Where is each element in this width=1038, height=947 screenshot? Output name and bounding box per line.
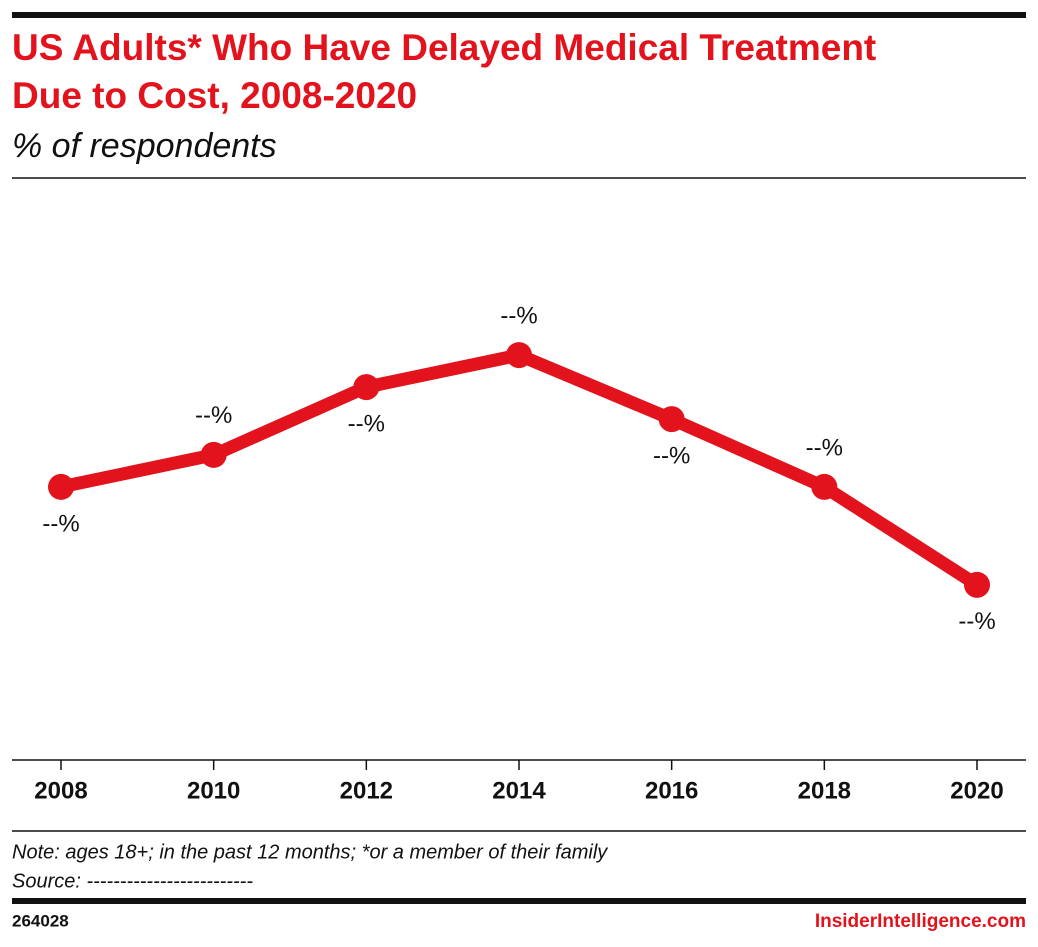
- point: [200, 441, 227, 468]
- value-label: --%: [653, 442, 690, 469]
- top-bar: [12, 12, 1026, 18]
- point: [48, 473, 74, 500]
- chart-title: Due to Cost, 2008-2020: [12, 75, 417, 116]
- point: [353, 374, 380, 401]
- series-line: [59, 348, 981, 591]
- x-tick-label: 2010: [187, 777, 240, 804]
- value-label: --%: [958, 608, 995, 635]
- bottom-bar: [12, 898, 1026, 904]
- point: [811, 473, 838, 500]
- point: [658, 406, 685, 433]
- chart-subtitle: % of respondents: [12, 127, 277, 165]
- x-tick-label: 2020: [950, 777, 1003, 804]
- x-tick-label: 2014: [492, 777, 546, 804]
- chart-id: 264028: [12, 911, 69, 930]
- source: Source: -------------------------: [12, 870, 253, 892]
- x-tick-label: 2016: [645, 777, 698, 804]
- value-label: --%: [806, 434, 843, 461]
- note: Note: ages 18+; in the past 12 months; *…: [12, 841, 608, 863]
- chart-title: US Adults* Who Have Delayed Medical Trea…: [12, 27, 876, 68]
- value-label: --%: [500, 302, 537, 329]
- value-label: --%: [195, 402, 232, 429]
- value-label: --%: [42, 510, 79, 537]
- brand: InsiderIntelligence.com: [815, 911, 1026, 932]
- x-tick-label: 2018: [798, 777, 851, 804]
- point: [506, 342, 532, 369]
- x-tick-label: 2012: [340, 777, 393, 804]
- value-label: --%: [348, 410, 385, 437]
- x-tick-label: 2008: [34, 777, 87, 804]
- point: [964, 571, 990, 598]
